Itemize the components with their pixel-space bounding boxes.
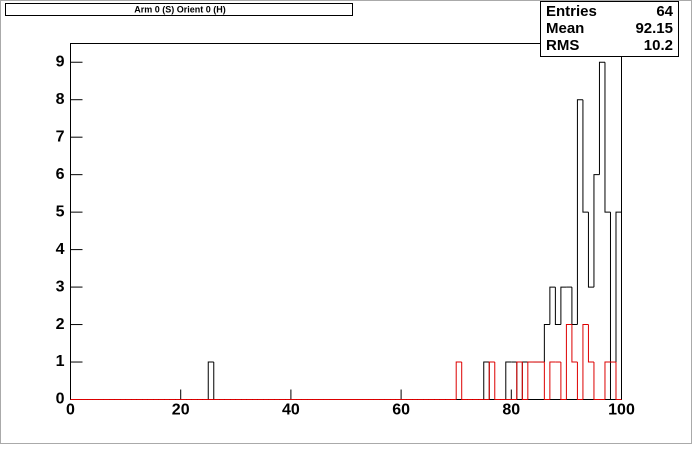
y-tick-label: 9: [56, 53, 65, 70]
x-tick-label: 20: [172, 402, 190, 419]
histogram-bin: [560, 362, 567, 400]
stats-value: 10.2: [644, 37, 673, 54]
histogram-bin: [516, 361, 523, 400]
histogram-bin: [488, 361, 495, 400]
histogram-bin: [494, 362, 501, 400]
histogram-bin: [571, 324, 578, 363]
y-tick-label: 6: [56, 166, 65, 183]
histogram-bin: [615, 211, 622, 400]
histogram-bin: [554, 287, 561, 326]
histogram-bin: [560, 286, 567, 325]
histogram-bin: [587, 324, 594, 363]
histogram-bin: [598, 61, 605, 175]
y-tick-label: 3: [56, 278, 65, 295]
y-tick-label: 1: [56, 353, 65, 370]
y-tick-label: 8: [56, 91, 65, 108]
histogram-bin: [527, 361, 534, 400]
y-tick-label: 4: [56, 241, 65, 258]
histogram-bin: [582, 99, 589, 213]
histogram-bin: [549, 361, 556, 400]
histogram-bin: [609, 212, 616, 400]
histogram-bin: [543, 324, 550, 363]
histogram-bin: [615, 362, 622, 400]
histogram-bin: [593, 362, 600, 400]
y-tick-label: 0: [56, 391, 65, 408]
histogram-bin: [521, 362, 528, 400]
histogram-bin: [505, 361, 512, 400]
stats-frame: [540, 1, 679, 57]
histogram-bin: [576, 362, 583, 400]
x-tick-label: 80: [502, 402, 520, 419]
histogram-bin: [461, 362, 468, 400]
histogram-bin: [582, 324, 589, 400]
histogram-bin: [543, 362, 550, 400]
chart-title: Arm 0 (S) Orient 0 (H): [134, 4, 226, 14]
histogram-bin: [207, 361, 214, 400]
y-tick-label: 5: [56, 203, 65, 220]
x-tick-label: 100: [608, 402, 635, 419]
histogram-bin: [587, 212, 594, 288]
histogram-bin: [549, 286, 556, 325]
x-tick-label: 60: [392, 402, 410, 419]
histogram-bin: [483, 361, 490, 400]
stats-label: Entries: [546, 3, 597, 20]
stats-label: Mean: [546, 20, 584, 37]
histogram-bin: [565, 324, 572, 400]
y-tick-label: 2: [56, 316, 65, 333]
stats-value: 64: [656, 3, 673, 20]
histogram-bin: [604, 62, 611, 213]
histogram-bin: [604, 361, 611, 400]
histogram-bin: [576, 99, 583, 325]
histogram-bin: [593, 174, 600, 288]
stats-label: RMS: [546, 37, 579, 54]
stats-value: 92.15: [635, 20, 673, 37]
x-tick-label: 0: [66, 402, 75, 419]
y-tick-label: 7: [56, 128, 65, 145]
stats-box: Entries 64 Mean 92.15 RMS 10.2: [540, 1, 679, 57]
histogram-bin: [455, 361, 462, 400]
x-tick-label: 40: [282, 402, 300, 419]
title-box: [5, 3, 353, 16]
